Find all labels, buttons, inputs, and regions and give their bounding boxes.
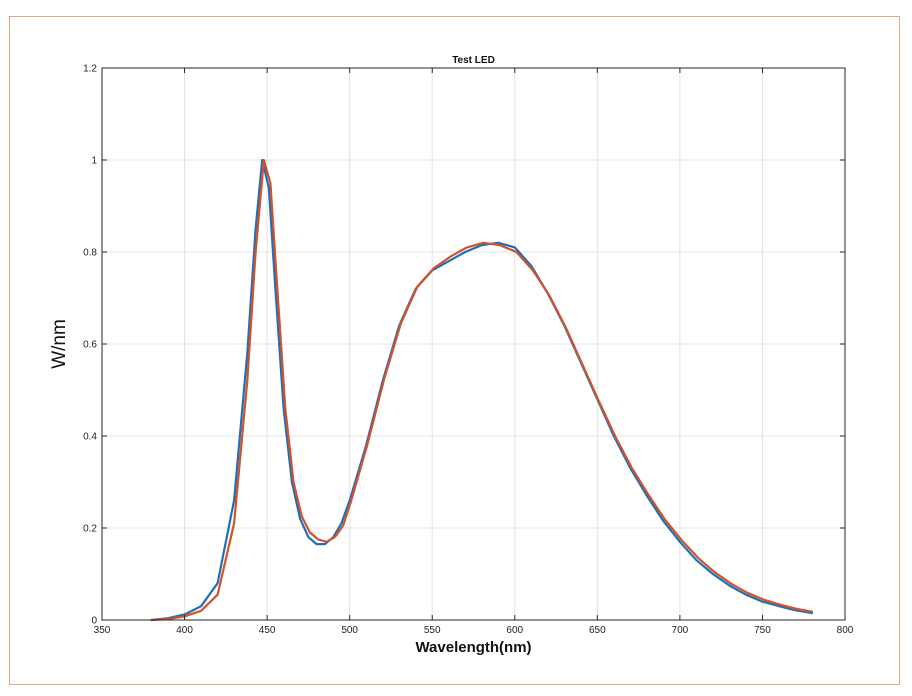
grid-lines xyxy=(101,67,846,621)
y-tick-label: 0.6 xyxy=(83,340,97,351)
series-line-2 xyxy=(150,158,814,622)
y-tick-label: 0.4 xyxy=(83,432,97,443)
x-tick-label: 400 xyxy=(176,625,193,636)
y-tick-label: 1 xyxy=(91,156,97,167)
y-axis-label: W/nm xyxy=(49,319,70,369)
x-tick-label: 550 xyxy=(424,625,441,636)
x-tick-label: 800 xyxy=(837,625,854,636)
x-tick-label: 650 xyxy=(589,625,606,636)
axis-ticks: 350 400 450 500 550 600 650 700 750 800 0 0.2 0.4 0.6… xyxy=(83,64,854,637)
chart-title: Test LED xyxy=(452,55,495,66)
x-tick-label: 750 xyxy=(754,625,771,636)
figure-frame xyxy=(9,16,900,685)
y-tick-label: 1.2 xyxy=(83,64,97,75)
x-tick-label: 450 xyxy=(259,625,276,636)
x-tick-label: 350 xyxy=(94,625,111,636)
y-tick-label: 0 xyxy=(91,616,97,627)
y-tick-label: 0.2 xyxy=(83,524,97,535)
y-tick-label: 0.8 xyxy=(83,248,97,259)
x-tick-label: 600 xyxy=(506,625,523,636)
series-layer xyxy=(150,158,814,622)
x-axis-label: Wavelength(nm) xyxy=(415,639,531,656)
x-tick-label: 700 xyxy=(672,625,689,636)
series-line-1 xyxy=(150,158,814,622)
x-tick-label: 500 xyxy=(341,625,358,636)
